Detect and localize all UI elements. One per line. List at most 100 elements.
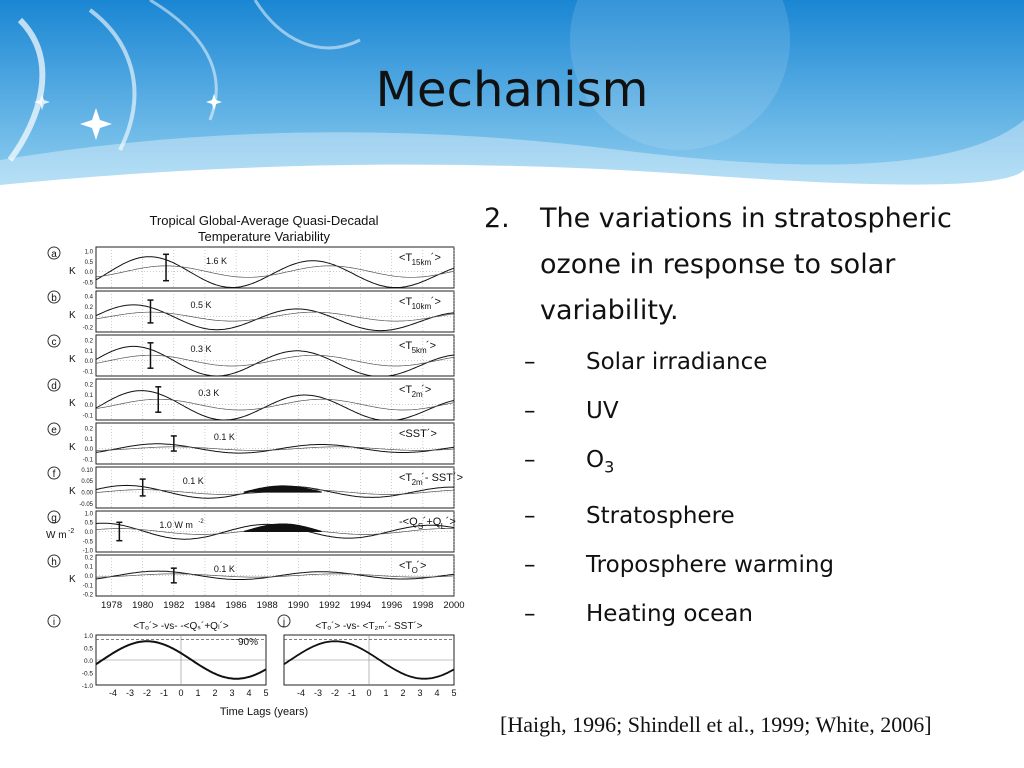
panel-frame-h <box>95 554 455 597</box>
panel-ytick-label: 0.0 <box>85 270 94 276</box>
sub-bullet-text: UV <box>586 398 619 424</box>
sub-bullet-text: Heating ocean <box>586 600 753 627</box>
bullet-main-text: The variations in stratospheric ozone in… <box>540 203 952 326</box>
panel-ytick-label: -0.1 <box>83 457 94 463</box>
lag-x-tick-label: 2 <box>400 688 405 698</box>
panel-series-subscript: 15km <box>412 258 432 267</box>
dash-marker: – <box>524 447 536 473</box>
panel-series-line-d <box>95 390 455 421</box>
panel-letter-badge <box>47 290 61 304</box>
x-tick-label: 1982 <box>163 600 184 611</box>
lag-x-tick-label: 1 <box>383 688 388 698</box>
citation: [Haigh, 1996; Shindell et al., 1999; Whi… <box>500 712 932 737</box>
lag-ytick-label: -1.0 <box>82 683 94 690</box>
lag-x-tick-label: -1 <box>160 688 168 698</box>
lag-x-tick-label: 2 <box>212 688 217 698</box>
panel-series-suffix: ´> <box>426 340 436 352</box>
panel-ytick-label: -0.5 <box>83 280 94 286</box>
panel-series-suffix: ´> <box>421 384 431 396</box>
panel-ytick-label: -0.1 <box>83 369 94 375</box>
lag-panel-annotation: 90% <box>238 637 258 648</box>
panel-series-subscript: O <box>412 566 418 575</box>
panel-ytick-label: 1.0 <box>85 250 94 256</box>
panel-ytick-label: 0.10 <box>81 468 93 474</box>
panel-letter-badge <box>47 334 61 348</box>
dash-marker: – <box>524 502 536 529</box>
panel-series-line-c <box>95 345 455 377</box>
lag-x-tick-label: 4 <box>434 688 439 698</box>
panel-amplitude-label: 0.3 K <box>198 388 219 398</box>
panel-ytick-label: 0.1 <box>85 437 94 443</box>
sub-bullet-heating-ocean: – Heating ocean <box>480 590 1020 639</box>
panel-ytick-label: 0.2 <box>85 427 94 433</box>
panel-frame-a <box>95 246 455 289</box>
lag-x-tick-label: 5 <box>451 688 456 698</box>
panel-ylabel: K <box>69 266 76 277</box>
lag-x-tick-label: -2 <box>331 688 339 698</box>
panel-ylabel: K <box>69 354 76 365</box>
panel-series-subscript: L <box>441 522 446 531</box>
dash-marker: – <box>524 551 536 578</box>
sub-bullet-text: Solar irradiance <box>586 349 768 375</box>
panel-ytick-label: -1.0 <box>83 549 94 555</box>
panel-ytick-label: 0.0 <box>85 315 94 321</box>
panel-ylabel: K <box>69 398 76 409</box>
panel-letter: c <box>52 337 57 348</box>
lag-x-tick-label: -3 <box>126 688 134 698</box>
panel-letter: j <box>282 617 285 628</box>
lag-x-axis-label: Time Lags (years) <box>220 706 308 718</box>
panel-letter: f <box>53 469 56 480</box>
panel-series-label: <T <box>399 252 412 264</box>
panel-series-suffix: ´> <box>416 560 426 572</box>
panel-ylabel: K <box>69 310 76 321</box>
panel-reference-line-e <box>96 446 455 451</box>
panel-ytick-label: 0.2 <box>85 383 94 389</box>
panel-frame-b <box>95 290 455 333</box>
panel-ylabel: K <box>69 574 76 585</box>
panel-amplitude-label: 0.1 K <box>183 476 204 486</box>
panel-reference-line-b <box>95 311 455 322</box>
x-tick-label: 1984 <box>194 600 215 611</box>
x-tick-label: 1996 <box>381 600 402 611</box>
bullet-number: 2. <box>484 203 510 234</box>
panel-series-label: <T <box>399 340 412 352</box>
panel-series-suffix: ´> <box>446 516 456 528</box>
panel-ytick-label: 0.2 <box>85 555 94 561</box>
panel-filled-region-g <box>243 523 322 532</box>
x-tick-label: 1980 <box>132 600 153 611</box>
panel-letter-badge <box>277 614 291 628</box>
panel-ytick-label: -0.05 <box>79 502 93 508</box>
lag-x-tick-label: -4 <box>109 688 117 698</box>
x-tick-label: 1998 <box>412 600 433 611</box>
x-tick-label: 1978 <box>101 600 122 611</box>
dash-marker: – <box>524 349 536 375</box>
lag-x-tick-label: -3 <box>314 688 322 698</box>
sub-bullet-o3: – O3 <box>480 436 1020 492</box>
lag-x-tick-label: 5 <box>263 688 268 698</box>
lag-panel-title: <Tₒ´> -vs- -<Qₛ´+Qₗ´> <box>133 620 229 632</box>
sub-bullet-uv: – UV <box>480 387 1020 436</box>
header-banner <box>0 0 1024 210</box>
lag-x-tick-label: 1 <box>195 688 200 698</box>
panel-letter: b <box>51 293 57 304</box>
slide-title: Mechanism <box>375 62 649 118</box>
panel-letter-badge <box>47 614 61 628</box>
panel-series-subscript: 2m <box>412 478 423 487</box>
dash-marker: – <box>524 398 536 424</box>
lag-ytick-label: -0.5 <box>82 671 94 678</box>
panel-series-label: <T <box>399 472 412 484</box>
panel-series-label: <T <box>399 560 412 572</box>
panel-letter: d <box>51 381 57 392</box>
panel-letter: h <box>51 557 57 568</box>
panel-letter: a <box>51 249 57 260</box>
panel-amplitude-superscript: -2 <box>198 519 204 525</box>
panel-series-label: <SST´> <box>399 428 437 440</box>
temperature-variability-figure: Tropical Global-Average Quasi-DecadalTem… <box>46 213 465 718</box>
panel-letter-badge <box>47 422 61 436</box>
panel-reference-line-c <box>95 354 455 367</box>
sub-bullet-stratosphere: – Stratosphere <box>480 492 1020 541</box>
chart-title: Tropical Global-Average Quasi-Decadal <box>149 213 378 228</box>
panel-ytick-label: 0.0 <box>85 574 94 580</box>
panel-letter: e <box>51 425 57 436</box>
lag-x-tick-label: -1 <box>348 688 356 698</box>
